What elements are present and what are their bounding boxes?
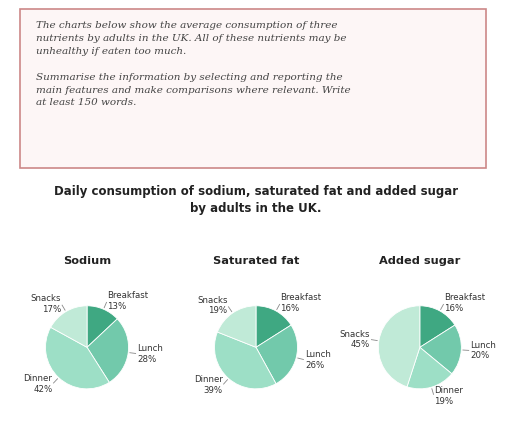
Text: The charts below show the average consumption of three
nutrients by adults in th: The charts below show the average consum… [36, 21, 351, 107]
FancyBboxPatch shape [20, 9, 486, 168]
Text: Daily consumption of sodium, saturated fat and added sugar
by adults in the UK.: Daily consumption of sodium, saturated f… [54, 185, 458, 215]
